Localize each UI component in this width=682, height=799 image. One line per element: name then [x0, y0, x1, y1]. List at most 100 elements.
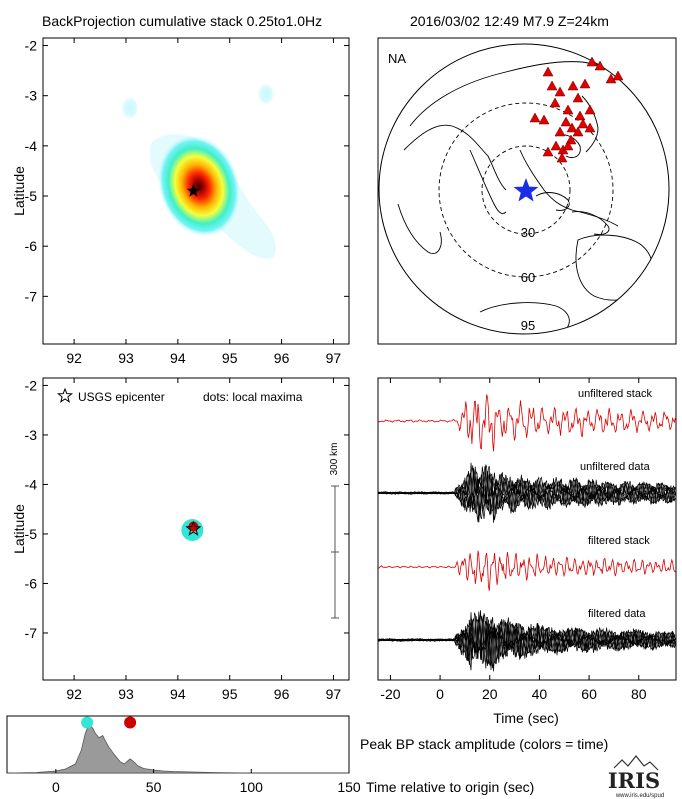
- station-triangle: [562, 104, 574, 115]
- station-triangle: [529, 112, 541, 123]
- maxima-panel: USGS epicenter dots: local maxima 300 km…: [11, 377, 350, 702]
- coastline-india: [469, 149, 507, 215]
- trace-unfiltered-data: [377, 471, 676, 519]
- epicenter-star-blue: [513, 178, 539, 202]
- x-tick-label: 96: [274, 686, 290, 702]
- ring-60: [438, 102, 614, 278]
- station-triangle: [562, 140, 574, 151]
- amplitude-area: [6, 723, 349, 774]
- station-triangle: [567, 80, 579, 91]
- y-tick-label: -4: [25, 138, 38, 154]
- ring-label-30: 30: [521, 225, 535, 240]
- globe-outline: [378, 43, 670, 335]
- ring-label-95: 95: [521, 318, 535, 333]
- x-tick-label: 80: [631, 686, 647, 702]
- x-tick-label: 97: [326, 686, 342, 702]
- x-tick-label: 20: [482, 686, 498, 702]
- station-triangle: [554, 126, 566, 137]
- x-tick-label: 94: [170, 686, 186, 702]
- amplitude-title: Peak BP stack amplitude (colors = time): [360, 736, 608, 752]
- station-triangle: [560, 116, 572, 127]
- legend-star-icon: [56, 387, 74, 403]
- scalebar: 300 km: [329, 443, 340, 619]
- maxima-ylabel: Latitude: [11, 504, 27, 554]
- x-tick-label: 0: [52, 779, 60, 795]
- station-triangle: [549, 97, 561, 108]
- x-tick-label: 95: [222, 686, 238, 702]
- x-tick-label: 97: [326, 350, 342, 366]
- seismogram-panel: unfiltered stack unfiltered data filtere…: [377, 377, 677, 726]
- amplitude-panel: 0 50 100 150 Peak BP stack amplitude (color…: [6, 715, 608, 795]
- amplitude-marker-dot: [81, 716, 94, 729]
- station-triangle: [584, 122, 596, 133]
- x-tick-label: -20: [380, 686, 400, 702]
- x-tick-label: 94: [170, 350, 186, 366]
- x-tick-label: 0: [436, 686, 444, 702]
- legend-epicenter-label: USGS epicenter: [78, 390, 165, 404]
- station-triangle: [586, 56, 598, 67]
- ring-label-60: 60: [521, 270, 535, 285]
- network-label: NA: [388, 51, 406, 66]
- station-triangle: [538, 114, 550, 125]
- x-tick-label: 100: [240, 779, 264, 795]
- trace-filtered-data: [377, 612, 676, 672]
- stack-heatmap: [121, 83, 276, 259]
- station-map-panel: NA 30 60 95: [377, 37, 677, 345]
- x-tick-label: 60: [581, 686, 597, 702]
- maxima-legend: USGS epicenter dots: local maxima: [56, 387, 303, 404]
- y-tick-label: -3: [25, 88, 38, 104]
- y-tick-label: -7: [25, 625, 38, 641]
- logo-mountain-icon: [613, 755, 659, 771]
- heatmap-peak: [157, 135, 241, 237]
- map-epicenter: [513, 178, 539, 202]
- trace-label-filtered-stack: filtered stack: [588, 535, 650, 547]
- coastline-africa: [397, 203, 442, 254]
- iris-logo: IRIS www.iris.edu/spud: [608, 755, 664, 799]
- trace-label-unfiltered-data: unfiltered data: [580, 461, 651, 473]
- station-triangle: [605, 73, 617, 84]
- y-tick-label: -7: [25, 288, 38, 304]
- station-triangle: [594, 60, 606, 71]
- station-triangle: [574, 110, 586, 121]
- legend-dots-label: dots: local maxima: [203, 390, 303, 404]
- coastline-sumatra: [535, 192, 570, 211]
- heatmap-secondary-blob: [121, 96, 139, 120]
- seismogram-xlabel: Time (sec): [493, 710, 559, 726]
- trace-filtered-stack: [377, 550, 676, 591]
- y-tick-label: -5: [25, 188, 38, 204]
- event-info: 2016/03/02 12:49 M7.9 Z=24km: [410, 13, 609, 29]
- amplitude-marker-dot: [124, 716, 137, 729]
- logo-url: www.iris.edu/spud: [615, 793, 664, 799]
- y-tick-label: -6: [25, 575, 38, 591]
- y-tick-label: -3: [25, 427, 38, 443]
- station-triangle: [579, 78, 591, 89]
- trace-filtered-data: [377, 617, 676, 664]
- station-triangle: [584, 104, 596, 115]
- coastline-japan: [581, 95, 599, 153]
- seismogram-panel-frame: [377, 377, 677, 681]
- y-tick-label: -5: [25, 526, 38, 542]
- y-tick-label: -2: [25, 38, 38, 54]
- station-triangle: [554, 86, 566, 97]
- x-tick-label: 92: [66, 350, 82, 366]
- x-tick-label: 92: [66, 686, 82, 702]
- heatmap-secondary-blob: [257, 83, 275, 105]
- ring-30: [481, 145, 571, 235]
- stack-ylabel: Latitude: [11, 166, 27, 216]
- y-tick-label: -4: [25, 476, 38, 492]
- station-triangle: [566, 122, 578, 133]
- coastline-antarctica: [479, 302, 570, 334]
- amplitude-xlabel: Time relative to origin (sec): [366, 779, 534, 795]
- x-tick-label: 93: [118, 686, 134, 702]
- y-tick-label: -2: [25, 377, 38, 393]
- station-triangle: [546, 80, 558, 91]
- coastline-asia-south: [403, 124, 507, 191]
- x-tick-label: 150: [337, 779, 361, 795]
- epicenter-star: [185, 520, 202, 536]
- y-tick-label: -6: [25, 238, 38, 254]
- local-maximum-dot: [188, 521, 199, 532]
- station-triangle: [612, 70, 624, 81]
- trace-unfiltered-data: [377, 465, 676, 521]
- scalebar-label: 300 km: [329, 443, 340, 476]
